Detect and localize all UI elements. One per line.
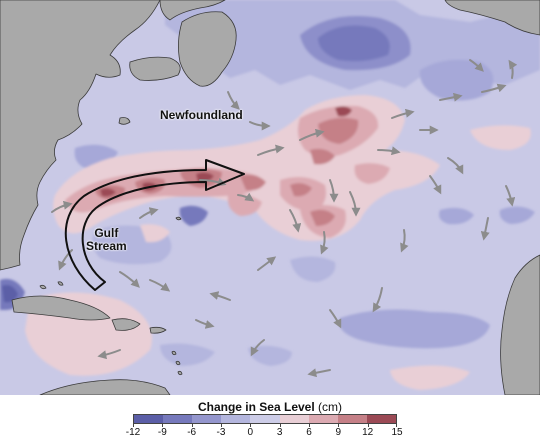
legend-tick-label: 12 <box>362 427 374 438</box>
greenland-land <box>444 0 540 36</box>
hispaniola-island <box>111 318 141 331</box>
newfoundland-label: Newfoundland <box>160 108 243 122</box>
legend-tick <box>221 424 222 427</box>
legend-bin-1 <box>163 415 193 423</box>
legend-tick-labels: -12 -9 -6 -3 0 3 6 9 12 15 <box>126 427 403 439</box>
legend-tick-label: -3 <box>216 427 226 438</box>
legend-bin-6 <box>308 415 338 423</box>
legend-bin-0 <box>134 415 164 423</box>
legend-tick-label: 15 <box>391 427 403 438</box>
gulf-stream-label: Gulf Stream <box>86 227 127 253</box>
legend-tick <box>367 424 369 427</box>
legend-tick <box>162 424 164 427</box>
legend-bin-8 <box>366 415 396 423</box>
legend-title-unit: (cm) <box>314 400 343 414</box>
africa-land <box>500 254 540 395</box>
legend-bin-5 <box>279 415 309 423</box>
legend-colorbar <box>133 414 397 424</box>
legend-tick <box>133 424 134 427</box>
south-america-land <box>39 379 171 395</box>
legend-tick-label: 0 <box>247 427 254 438</box>
sea-level-map <box>0 0 540 395</box>
legend-bin-2 <box>192 415 222 423</box>
gulf-stream-label-line1: Gulf <box>94 226 119 240</box>
nova-scotia-land <box>129 56 181 81</box>
landmasses <box>0 0 540 395</box>
island-small <box>118 117 131 125</box>
legend-title: Change in Sea Level (cm) <box>0 400 540 414</box>
legend-tick-label: -9 <box>157 427 167 438</box>
gulf-stream-label-line2: Stream <box>86 239 127 253</box>
current-arrows <box>51 59 518 378</box>
newfoundland-island <box>178 11 237 87</box>
legend-tick-label: 3 <box>276 427 283 438</box>
legend-title-text: Change in Sea Level <box>197 400 315 414</box>
legend-tick <box>309 424 310 427</box>
legend-bin-3 <box>221 415 251 423</box>
legend-tick <box>191 424 193 427</box>
legend-tick <box>396 424 397 427</box>
puerto-rico-island <box>149 326 167 334</box>
color-legend: Change in Sea Level (cm) -12 -9 -6 -3 0 3 6 9 12… <box>0 395 540 439</box>
legend-tick-label: -6 <box>187 427 197 438</box>
cuba-island <box>11 295 111 321</box>
legend-bin-4 <box>250 415 280 423</box>
legend-tick-label: 6 <box>306 427 312 438</box>
legend-ticks <box>133 424 397 428</box>
north-america-land <box>0 0 161 271</box>
labrador-land <box>159 0 226 21</box>
legend-bin-7 <box>337 415 367 423</box>
legend-tick-label: -12 <box>125 427 141 438</box>
legend-tick <box>279 424 281 427</box>
legend-tick <box>250 424 252 427</box>
negative-anomaly-regions <box>0 0 540 366</box>
legend-tick <box>338 424 340 427</box>
legend-tick-label: 9 <box>335 427 342 438</box>
gulf-stream-arrow <box>64 159 245 291</box>
